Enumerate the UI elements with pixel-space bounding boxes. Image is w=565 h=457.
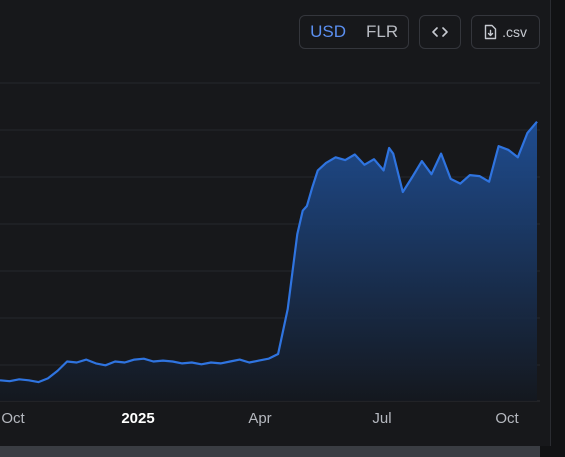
x-tick-label: Apr — [248, 410, 271, 427]
currency-toggle: USD FLR — [299, 15, 410, 49]
series-area — [0, 121, 537, 401]
file-download-icon — [484, 24, 497, 40]
csv-label: .csv — [502, 24, 527, 40]
x-tick-label: Jul — [372, 410, 391, 427]
download-csv-button[interactable]: .csv — [471, 15, 540, 49]
currency-option-flr[interactable]: FLR — [365, 22, 399, 41]
chart-toolbar: USD FLR .csv — [299, 15, 540, 49]
x-tick-label: 2025 — [121, 410, 154, 427]
embed-button[interactable] — [419, 15, 462, 49]
series-line — [0, 120, 538, 384]
price-chart: Oct 2025 Apr Jul Oct — [0, 82, 540, 427]
x-axis: Oct 2025 Apr Jul Oct — [1, 410, 519, 427]
x-tick-label: Oct — [1, 410, 25, 427]
horizontal-scrollbar[interactable] — [0, 446, 540, 457]
currency-option-usd[interactable]: USD — [310, 22, 346, 41]
code-icon — [432, 25, 448, 39]
x-tick-label: Oct — [495, 410, 519, 427]
